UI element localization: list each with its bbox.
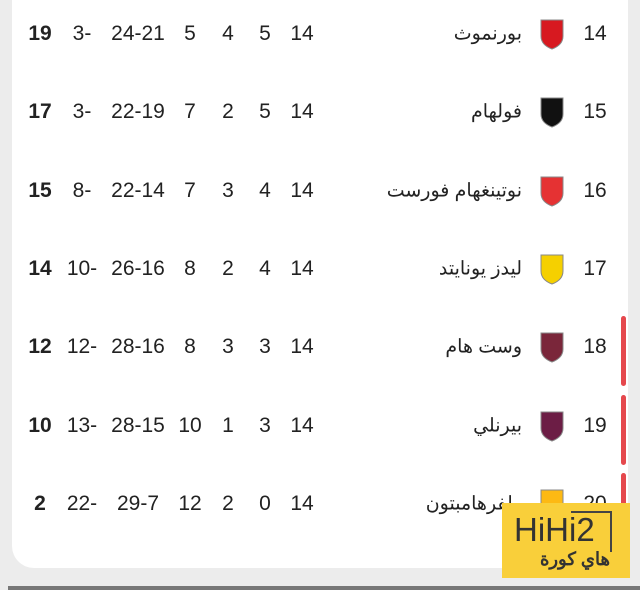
points: 15 xyxy=(28,178,52,202)
points: 14 xyxy=(28,256,52,280)
stat-1: 3 xyxy=(259,335,271,359)
team-name[interactable]: ولفرهامبتون xyxy=(425,493,522,515)
team-name[interactable]: بيرنلي xyxy=(473,415,522,436)
stat-1: 4 xyxy=(259,256,271,280)
points: 2 xyxy=(34,491,46,515)
played: 14 xyxy=(290,100,314,124)
table-row[interactable]: 17 14 4 2 8 26-16 10- 14 ليدز يونايتد xyxy=(0,230,640,308)
divider xyxy=(8,586,640,590)
stat-2: 4 xyxy=(222,22,234,45)
position: 16 xyxy=(583,178,607,202)
stat-3: 7 xyxy=(184,100,196,124)
stat-1: 5 xyxy=(259,22,271,45)
stat-3: 8 xyxy=(184,335,196,359)
goals: 26-16 xyxy=(111,256,165,280)
goals: 24-21 xyxy=(111,22,165,45)
stat-2: 2 xyxy=(222,491,234,515)
team-name[interactable]: ليدز يونايتد xyxy=(438,258,522,280)
standings-card xyxy=(12,0,628,568)
team-name[interactable]: فولهام xyxy=(471,101,522,123)
goal-difference: 12- xyxy=(66,335,98,359)
team-name[interactable]: وست هام xyxy=(445,336,522,358)
table-row[interactable]: 14 14 5 4 5 24-21 3- 19 بورنموث xyxy=(0,0,640,73)
nottingham-forest-crest-icon xyxy=(539,175,565,207)
goal-difference: 3- xyxy=(72,100,92,124)
stat-3: 7 xyxy=(184,178,196,202)
stat-1: 0 xyxy=(259,491,271,515)
fulham-crest-icon xyxy=(539,96,565,128)
goal-difference: 22- xyxy=(66,491,98,515)
goal-difference: 8- xyxy=(72,178,92,202)
points: 12 xyxy=(28,335,52,359)
stat-1: 3 xyxy=(259,413,271,437)
goal-difference: 10- xyxy=(66,256,98,280)
stat-2: 3 xyxy=(222,335,234,359)
burnley-crest-icon xyxy=(539,410,565,442)
watermark-latin: HiHi2 xyxy=(514,511,595,548)
team-name[interactable]: نوتينغهام فورست xyxy=(386,180,522,202)
bournemouth-crest-icon xyxy=(539,18,565,50)
table-row[interactable]: 15 14 5 2 7 22-19 3- 17 فولهام xyxy=(0,73,640,151)
stat-2: 2 xyxy=(222,256,234,280)
stat-3: 5 xyxy=(184,22,196,45)
leeds-united-crest-icon xyxy=(539,253,565,285)
goals: 29-7 xyxy=(116,491,160,515)
goals: 22-19 xyxy=(111,100,165,124)
table-row[interactable]: 19 14 3 1 10 28-15 13- 10 بيرنلي xyxy=(0,387,640,465)
points: 10 xyxy=(28,413,52,437)
watermark-frame xyxy=(571,511,612,552)
played: 14 xyxy=(290,335,314,359)
stat-1: 5 xyxy=(259,100,271,124)
position: 18 xyxy=(583,335,607,359)
played: 14 xyxy=(290,413,314,437)
played: 14 xyxy=(290,256,314,280)
position: 17 xyxy=(583,256,607,280)
stat-1: 4 xyxy=(259,178,271,202)
position: 14 xyxy=(583,22,607,45)
goals: 22-14 xyxy=(111,178,165,202)
watermark-logo: HiHi2 هاي كورة xyxy=(502,503,630,578)
table-row[interactable]: 16 14 4 3 7 22-14 8- 15 نوتينغهام فورست xyxy=(0,152,640,230)
west-ham-crest-icon xyxy=(539,331,565,363)
goal-difference: 3- xyxy=(72,22,92,45)
relegation-zone-marker xyxy=(621,316,626,387)
points: 19 xyxy=(28,22,52,45)
played: 14 xyxy=(290,491,314,515)
table-row[interactable]: 18 14 3 3 8 28-16 12- 12 وست هام xyxy=(0,308,640,387)
stat-3: 12 xyxy=(178,491,202,515)
goal-difference: 13- xyxy=(66,413,98,437)
relegation-zone-marker xyxy=(621,394,626,465)
points: 17 xyxy=(28,100,52,124)
played: 14 xyxy=(290,178,314,202)
position: 19 xyxy=(583,413,607,437)
stat-2: 3 xyxy=(222,178,234,202)
goals: 28-15 xyxy=(111,413,165,437)
stat-2: 2 xyxy=(222,100,234,124)
stat-2: 1 xyxy=(222,413,234,437)
team-name[interactable]: بورنموث xyxy=(453,23,522,45)
position: 15 xyxy=(583,100,607,124)
watermark-arabic: هاي كورة xyxy=(539,549,610,569)
stat-3: 10 xyxy=(178,413,202,437)
goals: 28-16 xyxy=(111,335,165,359)
played: 14 xyxy=(290,22,314,45)
stat-3: 8 xyxy=(184,256,196,280)
